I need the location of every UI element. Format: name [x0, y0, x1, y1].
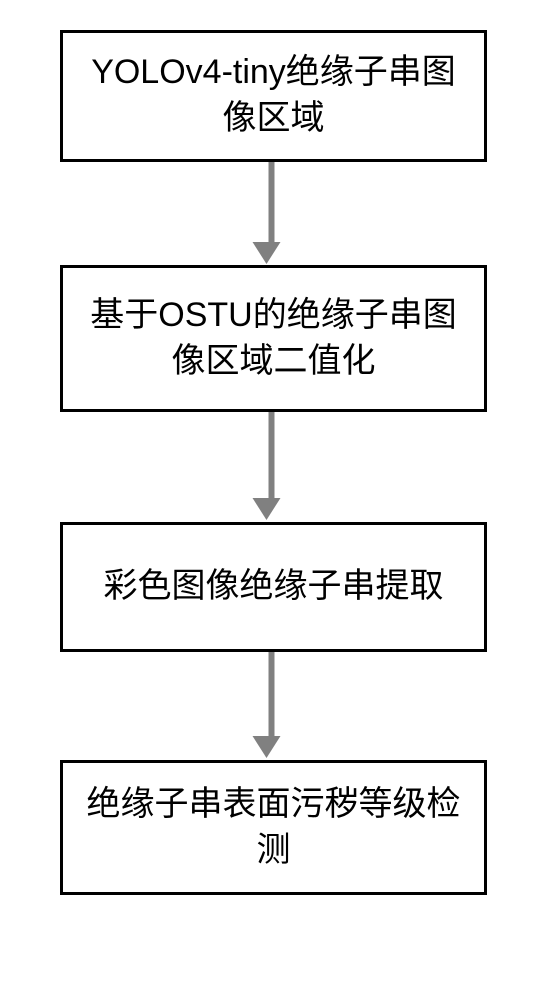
- flowchart-node-4: 绝缘子串表面污秽等级检测: [60, 760, 487, 895]
- arrow-head-icon: [252, 498, 280, 520]
- flowchart-node-1: YOLOv4-tiny绝缘子串图像区域: [60, 30, 487, 162]
- node-label: YOLOv4-tiny绝缘子串图像区域: [83, 50, 464, 142]
- flowchart-arrow-2: [263, 412, 280, 520]
- arrow-line: [269, 652, 275, 736]
- arrow-line: [269, 412, 275, 498]
- arrow-line: [269, 162, 275, 242]
- flowchart-node-3: 彩色图像绝缘子串提取: [60, 522, 487, 652]
- node-label: 基于OSTU的绝缘子串图像区域二值化: [83, 293, 464, 385]
- flowchart-node-2: 基于OSTU的绝缘子串图像区域二值化: [60, 265, 487, 412]
- flowchart-container: YOLOv4-tiny绝缘子串图像区域 基于OSTU的绝缘子串图像区域二值化 彩…: [0, 0, 543, 1000]
- arrow-head-icon: [252, 242, 280, 264]
- node-label: 绝缘子串表面污秽等级检测: [83, 782, 464, 874]
- node-label: 彩色图像绝缘子串提取: [104, 564, 444, 610]
- flowchart-arrow-3: [263, 652, 280, 758]
- flowchart-arrow-1: [263, 162, 280, 264]
- arrow-head-icon: [252, 736, 280, 758]
